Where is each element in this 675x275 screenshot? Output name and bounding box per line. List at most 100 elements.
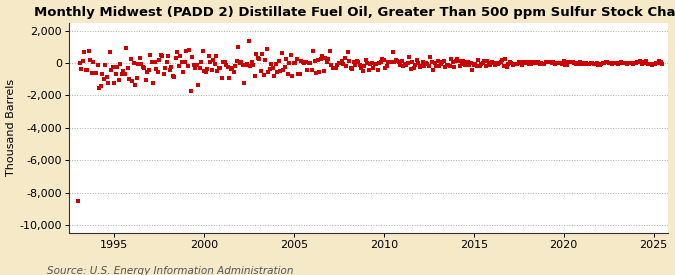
Point: [273, 59, 284, 64]
Point: [267, 66, 278, 70]
Point: [342, 50, 353, 54]
Point: [489, 62, 500, 67]
Point: [504, 60, 515, 64]
Point: [470, 62, 481, 66]
Point: [300, 60, 311, 64]
Point: [320, 56, 331, 60]
Point: [547, 60, 558, 65]
Point: [636, 62, 647, 66]
Point: [229, 70, 240, 75]
Point: [350, 63, 360, 68]
Point: [386, 60, 397, 64]
Point: [582, 62, 593, 66]
Point: [225, 66, 236, 71]
Point: [563, 60, 574, 64]
Point: [347, 67, 358, 72]
Point: [161, 60, 172, 64]
Point: [413, 61, 424, 66]
Point: [560, 62, 570, 67]
Point: [356, 66, 367, 70]
Point: [614, 60, 624, 65]
Point: [218, 60, 229, 64]
Point: [306, 68, 317, 72]
Point: [595, 62, 606, 66]
Point: [122, 66, 133, 70]
Point: [626, 61, 637, 65]
Point: [368, 66, 379, 71]
Point: [173, 64, 184, 68]
Point: [146, 60, 157, 64]
Point: [175, 54, 186, 58]
Point: [340, 56, 350, 60]
Point: [223, 65, 234, 69]
Point: [379, 57, 389, 62]
Point: [224, 76, 235, 80]
Point: [304, 61, 315, 65]
Point: [594, 63, 605, 67]
Point: [634, 59, 645, 63]
Point: [546, 61, 557, 65]
Point: [468, 63, 479, 68]
Point: [587, 61, 597, 65]
Point: [503, 61, 514, 66]
Point: [178, 70, 188, 74]
Point: [456, 62, 467, 67]
Point: [100, 62, 111, 67]
Point: [476, 62, 487, 66]
Point: [121, 46, 132, 51]
Point: [561, 63, 572, 67]
Point: [143, 68, 154, 72]
Point: [588, 62, 599, 66]
Point: [326, 63, 337, 68]
Point: [160, 66, 171, 71]
Point: [352, 59, 362, 63]
Point: [89, 71, 100, 75]
Point: [564, 60, 575, 64]
Point: [200, 70, 211, 75]
Point: [245, 64, 256, 69]
Point: [294, 72, 305, 76]
Point: [331, 66, 342, 70]
Point: [482, 59, 493, 63]
Point: [80, 68, 91, 73]
Point: [591, 61, 602, 65]
Point: [358, 69, 369, 73]
Point: [190, 66, 200, 71]
Point: [383, 60, 394, 64]
Point: [236, 60, 247, 64]
Point: [423, 63, 434, 68]
Point: [191, 62, 202, 67]
Point: [389, 60, 400, 64]
Point: [558, 58, 569, 63]
Point: [149, 60, 160, 65]
Point: [599, 61, 610, 65]
Point: [500, 57, 510, 61]
Point: [360, 58, 371, 63]
Point: [292, 57, 302, 61]
Point: [103, 81, 113, 85]
Point: [219, 60, 230, 64]
Point: [185, 89, 196, 93]
Point: [346, 66, 356, 70]
Point: [374, 60, 385, 65]
Point: [95, 84, 106, 88]
Point: [406, 67, 416, 71]
Point: [163, 54, 173, 58]
Point: [186, 55, 197, 60]
Point: [531, 61, 542, 65]
Point: [433, 59, 443, 64]
Point: [283, 72, 294, 76]
Point: [657, 62, 668, 66]
Point: [516, 62, 527, 67]
Point: [235, 61, 246, 65]
Point: [265, 67, 275, 71]
Point: [296, 59, 307, 63]
Point: [206, 67, 217, 72]
Point: [438, 59, 449, 63]
Point: [647, 63, 657, 67]
Point: [576, 61, 587, 66]
Point: [510, 62, 521, 67]
Point: [628, 61, 639, 65]
Point: [446, 56, 456, 61]
Point: [492, 62, 503, 66]
